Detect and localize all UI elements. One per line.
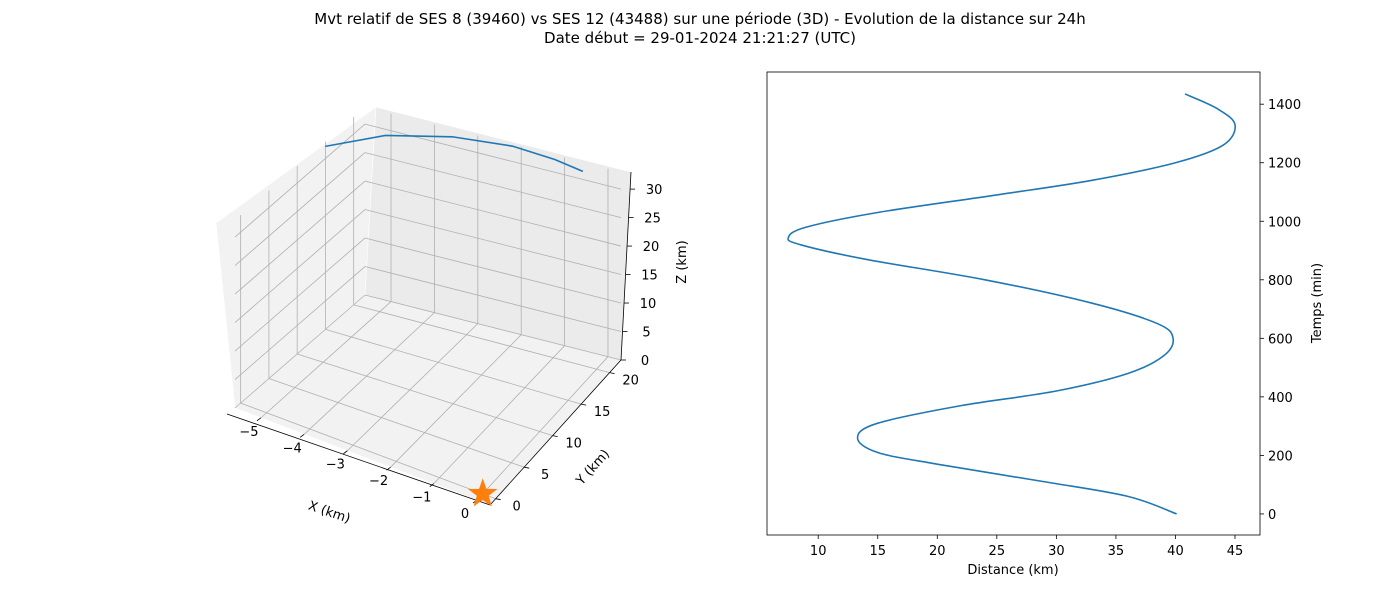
x-axis-line <box>226 413 491 506</box>
time-tick-label: 200 <box>1268 449 1293 464</box>
z-tick-label: 0 <box>641 354 649 369</box>
grid-line-y <box>268 378 525 468</box>
distance-axis-label: Distance (km) <box>967 563 1058 578</box>
y-tick-mark <box>524 466 530 469</box>
grid-line-z <box>234 266 366 380</box>
grid-line-z <box>234 152 366 266</box>
grid-line-y <box>325 329 582 405</box>
y-tick-label: 20 <box>622 374 639 389</box>
y-tick-mark <box>581 403 587 406</box>
z-tick-label: 30 <box>646 183 663 198</box>
x-tick-label: −4 <box>283 441 302 456</box>
grid-line-z <box>364 123 622 190</box>
time-tick-label: 800 <box>1268 274 1293 289</box>
distance-tick-label: 45 <box>1227 544 1244 559</box>
x-tick-mark <box>299 433 305 438</box>
time-tick-label: 0 <box>1268 508 1276 523</box>
series-2d <box>787 93 1236 515</box>
z-axis-line <box>620 171 632 361</box>
ticks-2d: 10 15 20 25 30 35 40 45 0 200 400 600 800 1000 1200 140… <box>810 98 1301 559</box>
grid-line-z <box>234 209 366 323</box>
x-tick-mark <box>429 483 435 487</box>
grid-line-z <box>364 237 622 304</box>
z-tick-label: 10 <box>640 297 657 312</box>
y-tick-label: 15 <box>594 405 611 420</box>
figure-title: Mvt relatif de SES 8 (39460) vs SES 12 (… <box>0 10 1400 48</box>
distance-vs-time-line <box>787 93 1236 515</box>
time-axis-label: Temps (min) <box>1310 263 1325 344</box>
figure-title-line-2: Date début = 29-01-2024 21:21:27 (UTC) <box>544 29 856 47</box>
x-tick-mark <box>256 417 262 422</box>
grid-line-z <box>364 266 622 332</box>
x-tick-label: −5 <box>239 425 258 440</box>
x-tick-label: −3 <box>326 458 345 473</box>
series-3d <box>325 134 584 507</box>
grid-line-z <box>234 294 366 409</box>
x-tick-mark <box>343 450 348 455</box>
time-tick-label: 1400 <box>1268 98 1301 113</box>
plot-2d: 10 15 20 25 30 35 40 45 0 200 400 600 800 1000 1200 140… <box>766 71 1325 578</box>
grid-line-x <box>260 301 392 419</box>
relative-motion-line <box>325 134 584 173</box>
distance-tick-label: 20 <box>929 544 946 559</box>
distance-tick-label: 10 <box>810 544 827 559</box>
grid-line-z <box>364 209 622 275</box>
z-tick-label: 15 <box>641 269 658 284</box>
z-tick-label: 5 <box>642 326 650 341</box>
time-tick-label: 600 <box>1268 332 1293 347</box>
x-axis-label: X (km) <box>306 499 352 527</box>
grid-line-x <box>347 323 479 452</box>
time-tick-label: 1000 <box>1268 215 1301 230</box>
origin-star-marker <box>467 478 498 507</box>
grid-line-z <box>234 180 366 295</box>
y-tick-label: 5 <box>541 468 549 483</box>
y-tick-mark <box>552 435 558 438</box>
z-axis-label: Z (km) <box>675 240 690 283</box>
x-tick-label: −2 <box>369 474 388 489</box>
grid-line-z <box>364 180 622 247</box>
grid-line-z <box>364 294 622 361</box>
figure-title-line-1: Mvt relatif de SES 8 (39460) vs SES 12 (… <box>314 10 1086 28</box>
time-tick-label: 400 <box>1268 391 1293 406</box>
distance-tick-label: 40 <box>1167 544 1184 559</box>
grid-line-x <box>390 334 522 468</box>
plot-2d-frame <box>766 71 1261 536</box>
grid-line-x <box>476 356 609 501</box>
y-axis-label: Y (km) <box>573 447 613 489</box>
grid-line-z <box>234 237 366 352</box>
grid-line-y <box>240 402 496 500</box>
y-tick-label: 10 <box>565 437 582 452</box>
y-tick-label: 0 <box>513 500 521 515</box>
y-tick-mark <box>495 498 501 501</box>
x-tick-label: −1 <box>412 491 431 506</box>
x-tick-label: 0 <box>461 507 469 522</box>
y-tick-mark <box>609 372 615 375</box>
grid-3d <box>234 113 622 501</box>
grid-line-z <box>364 152 622 218</box>
distance-tick-label: 25 <box>989 544 1006 559</box>
y-axis-line <box>489 359 622 506</box>
distance-tick-label: 35 <box>1108 544 1125 559</box>
grid-line-y <box>297 353 553 437</box>
z-tick-label: 25 <box>644 212 661 227</box>
time-tick-label: 1200 <box>1268 157 1301 172</box>
grid-line-x <box>433 345 565 484</box>
grid-line-y <box>353 304 610 373</box>
distance-tick-label: 15 <box>869 544 886 559</box>
grid-line-x <box>303 312 435 435</box>
z-tick-label: 20 <box>643 240 660 255</box>
x-tick-mark <box>386 466 391 471</box>
distance-tick-label: 30 <box>1048 544 1065 559</box>
